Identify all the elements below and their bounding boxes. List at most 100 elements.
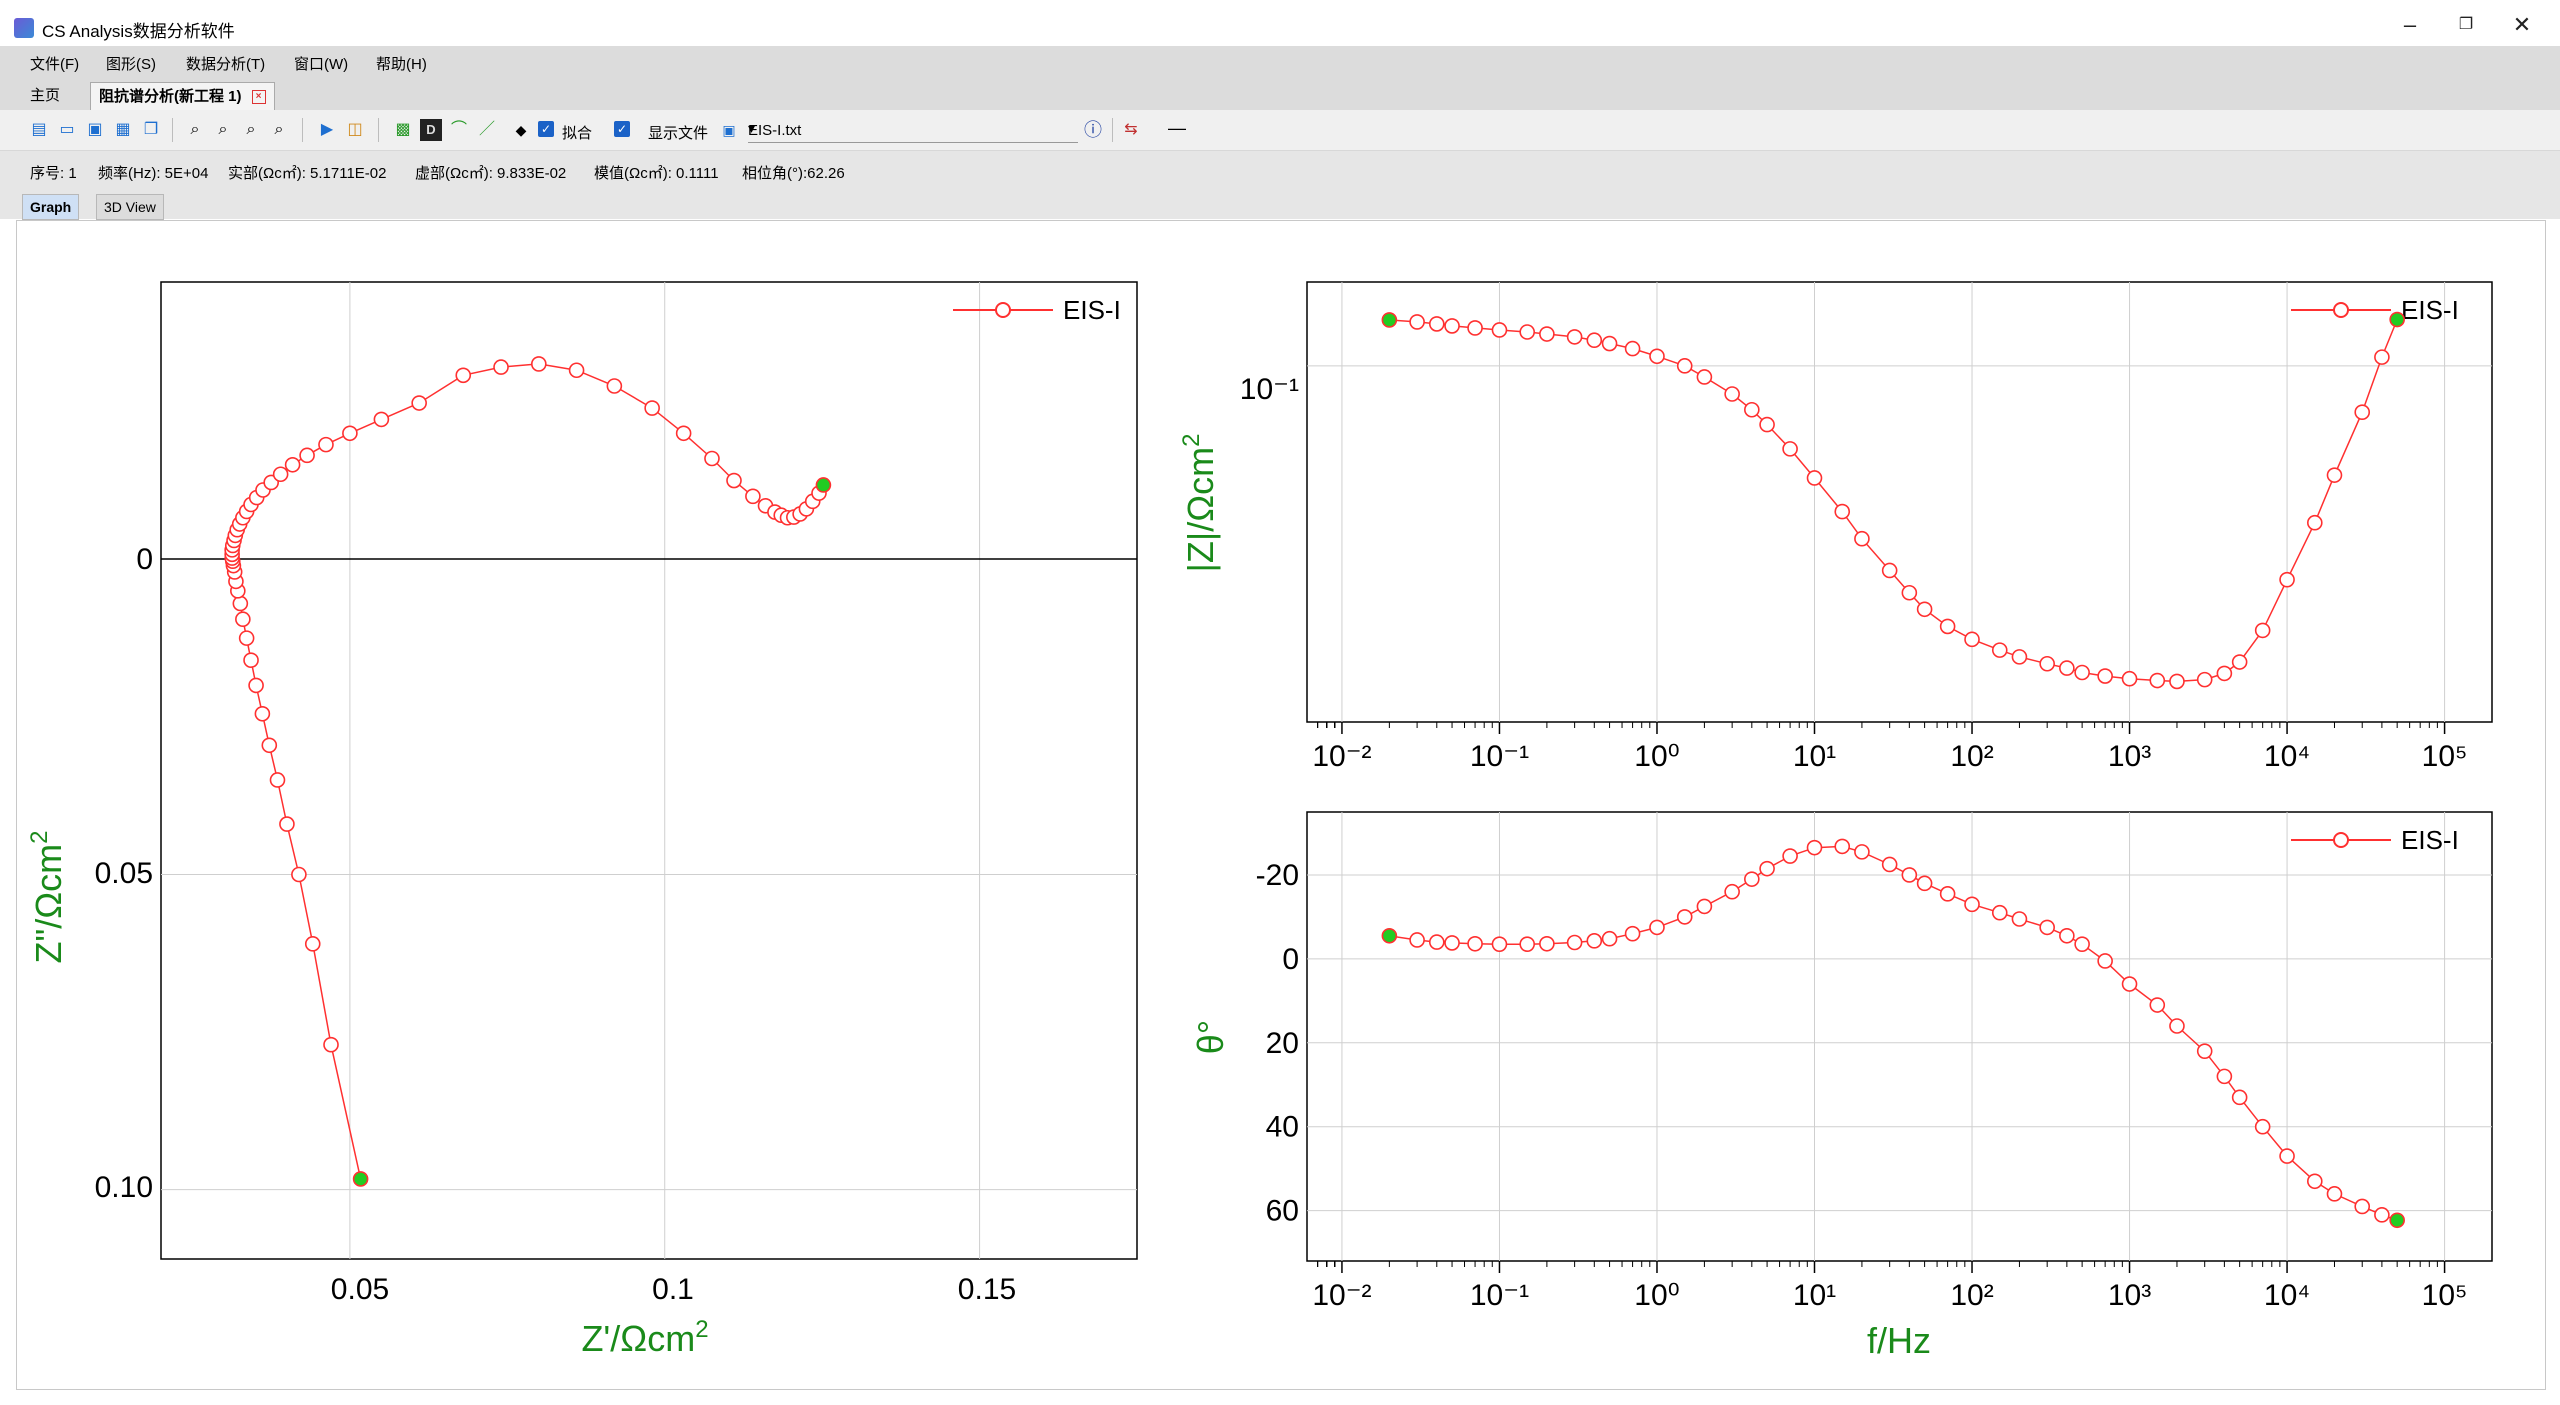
separator bbox=[1112, 118, 1113, 142]
tab-graph[interactable]: Graph bbox=[22, 194, 80, 220]
menu-data-analysis[interactable]: 数据分析(T) bbox=[186, 56, 266, 73]
marker-icon[interactable]: ◆ bbox=[515, 122, 527, 138]
modulus-data-point bbox=[2254, 622, 2271, 639]
nyquist-points bbox=[224, 356, 832, 1187]
nyquist-data-point bbox=[261, 737, 278, 754]
show-file-checkbox[interactable]: ✓ bbox=[614, 121, 630, 137]
modulus-data-point bbox=[2149, 672, 2166, 689]
phase-data-point bbox=[1586, 933, 1603, 949]
phase-data-point bbox=[1601, 930, 1618, 947]
modulus-data-point bbox=[2196, 671, 2213, 688]
open-icon[interactable]: ▤ bbox=[31, 121, 47, 138]
phase-data-point bbox=[1901, 867, 1918, 883]
phase-y-tick: 0 bbox=[1282, 943, 1299, 976]
separator bbox=[302, 118, 303, 142]
bode-modulus-plot: 10⁻¹ 10⁻² 10⁻¹ 10⁰ 10¹ 10² 10³ 10⁴ 10⁵ |Z|/Ωcm2… bbox=[1178, 281, 2493, 773]
modulus-data-point bbox=[1586, 332, 1603, 349]
info-icon[interactable]: ⓘ bbox=[1084, 120, 1102, 140]
phase-legend: EIS-I bbox=[2291, 825, 2459, 855]
fit-checkbox[interactable]: ✓ bbox=[538, 121, 554, 137]
modulus-data-point bbox=[1519, 324, 1536, 340]
restore-button[interactable]: ❐ bbox=[2458, 16, 2474, 33]
tab-home[interactable]: 主页 bbox=[22, 82, 68, 110]
menu-file[interactable]: 文件(F) bbox=[30, 56, 80, 73]
play-icon[interactable]: ▶ bbox=[320, 121, 334, 138]
modulus-data-point bbox=[1991, 642, 2008, 658]
nyquist-data-point bbox=[745, 488, 761, 505]
legend-marker bbox=[2333, 832, 2349, 848]
minimize-button[interactable]: – bbox=[2403, 12, 2417, 37]
table-icon[interactable]: ▦ bbox=[115, 121, 131, 138]
nyquist-data-point bbox=[291, 866, 307, 883]
menu-graph[interactable]: 图形(S) bbox=[106, 56, 156, 73]
modulus-data-point bbox=[1759, 416, 1775, 433]
legend-marker bbox=[995, 302, 1011, 318]
zoom-in-icon[interactable]: ⌕ bbox=[246, 121, 256, 138]
folder-icon[interactable]: ▭ bbox=[59, 121, 75, 138]
modulus-data-point bbox=[1649, 348, 1665, 365]
phase-data-point bbox=[1519, 936, 1536, 952]
nyquist-data-point bbox=[248, 677, 264, 694]
phase-frame bbox=[1306, 811, 2493, 1262]
phase-data-point bbox=[2039, 919, 2055, 936]
export-icon[interactable]: ◫ bbox=[347, 121, 363, 138]
nyquist-data-point bbox=[644, 400, 660, 416]
x-tick-label: 10⁰ bbox=[1634, 1279, 1679, 1312]
file-select[interactable]: EIS-I.txt ▾ bbox=[748, 118, 1078, 143]
tab-close-icon[interactable]: × bbox=[251, 90, 266, 105]
zoom-fit-icon[interactable]: ⌕ bbox=[274, 121, 284, 138]
phase-data-point bbox=[1649, 919, 1665, 936]
phase-data-point bbox=[1744, 871, 1760, 887]
tab-3d-view[interactable]: 3D View bbox=[96, 194, 164, 220]
phase-data-point bbox=[2307, 1173, 2323, 1190]
legend-label: EIS-I bbox=[2401, 295, 2459, 325]
modulus-data-point bbox=[2011, 649, 2028, 665]
legend-marker bbox=[2333, 302, 2349, 318]
phase-data-point bbox=[2354, 1198, 2371, 1215]
nyquist-data-point bbox=[272, 466, 289, 483]
nyquist-y-tick: 0.05 bbox=[95, 857, 153, 890]
tab-impedance-analysis[interactable]: 阻抗谱分析(新工程 1) × bbox=[90, 82, 275, 111]
status-bar: 序号: 1 频率(Hz): 5E+04 实部(Ωc㎡): 5.1711E-02 … bbox=[0, 151, 2560, 189]
zoom-out-icon[interactable]: ⌕ bbox=[218, 121, 228, 138]
modulus-data-point bbox=[1491, 322, 1508, 338]
modulus-data-point bbox=[1964, 631, 1980, 648]
data-icon[interactable]: D bbox=[420, 119, 442, 141]
separator bbox=[378, 118, 379, 142]
phase-data-point bbox=[2326, 1186, 2343, 1202]
nyquist-data-point bbox=[318, 436, 334, 453]
x-tick-label: 10⁻² bbox=[1312, 740, 1371, 773]
copy-icon[interactable]: ❐ bbox=[143, 121, 159, 138]
line-icon[interactable]: ／ bbox=[478, 121, 495, 138]
nyquist-plot: 0.05 0.1 0.15 0 0.05 0.10 Z'/Ωcm2 Z"/Ωcm… bbox=[26, 281, 1138, 1359]
curve-icon[interactable]: ⌒ bbox=[450, 121, 467, 138]
nyquist-data-point bbox=[232, 595, 249, 612]
nyquist-x-tick: 0.05 bbox=[331, 1273, 389, 1306]
close-button[interactable]: ✕ bbox=[2512, 12, 2532, 37]
save-icon[interactable]: ▣ bbox=[87, 121, 103, 138]
modulus-data-point bbox=[2374, 349, 2390, 365]
legend-label: EIS-I bbox=[1063, 295, 1121, 325]
grid-icon[interactable]: ▩ bbox=[395, 121, 411, 138]
phase-data-point bbox=[1428, 934, 1445, 950]
nyquist-data-point bbox=[606, 378, 623, 394]
frequency-x-title: f/Hz bbox=[1867, 1320, 1931, 1361]
nyquist-data-point bbox=[568, 362, 585, 379]
modulus-data-point bbox=[1696, 369, 1713, 385]
phase-data-point bbox=[1939, 886, 1956, 902]
phase-data-point bbox=[2254, 1118, 2271, 1135]
tab-impedance-label: 阻抗谱分析(新工程 1) bbox=[99, 88, 242, 105]
phase-series-line bbox=[1389, 845, 2398, 1222]
swap-icon[interactable]: ⇆ bbox=[1124, 121, 1138, 138]
tab-home-label: 主页 bbox=[30, 87, 61, 104]
chevron-down-icon[interactable]: ▾ bbox=[748, 120, 756, 136]
zoom-icon[interactable]: ⌕ bbox=[190, 121, 200, 138]
x-tick-label: 10⁰ bbox=[1634, 740, 1679, 773]
nyquist-data-point bbox=[323, 1036, 339, 1053]
phase-data-point bbox=[1854, 844, 1870, 860]
charts-svg[interactable]: 0.05 0.1 0.15 0 0.05 0.10 Z'/Ωcm2 Z"/Ωcm… bbox=[17, 221, 2545, 1389]
phase-points bbox=[1381, 838, 2405, 1229]
menu-help[interactable]: 帮助(H) bbox=[376, 56, 427, 73]
app-icon bbox=[14, 18, 34, 38]
menu-window[interactable]: 窗口(W) bbox=[294, 56, 349, 73]
